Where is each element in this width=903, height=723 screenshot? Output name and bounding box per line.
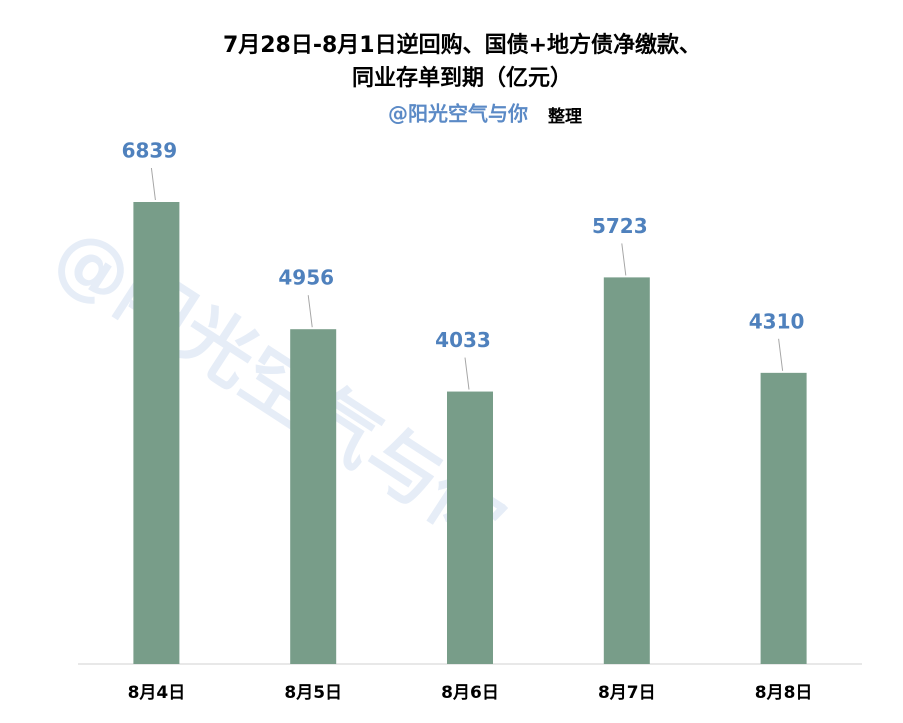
bar	[760, 372, 807, 664]
x-tick-label: 8月4日	[128, 683, 186, 703]
bar	[447, 391, 493, 664]
leader-line	[307, 295, 313, 328]
bar	[290, 329, 337, 664]
value-label: 5723	[592, 214, 648, 238]
bar	[133, 202, 180, 664]
leader-line	[621, 243, 627, 276]
value-label: 6839	[122, 139, 178, 163]
leader-line	[464, 357, 470, 390]
bar	[603, 277, 650, 664]
x-tick-label: 8月5日	[284, 683, 342, 703]
x-tick-label: 8月7日	[598, 683, 656, 703]
subtitle-note: 整理	[548, 106, 582, 127]
chart-title: 同业存单到期（亿元）	[352, 65, 572, 91]
value-label: 4310	[749, 309, 805, 333]
subtitle: @阳光空气与你	[388, 102, 528, 126]
x-tick-label: 8月6日	[441, 683, 499, 703]
x-tick-label: 8月8日	[755, 683, 813, 703]
leader-line	[150, 167, 156, 201]
value-label: 4956	[278, 266, 334, 290]
value-label: 4033	[435, 328, 491, 352]
leader-line	[778, 338, 784, 371]
chart-title: 7月28日-8月1日逆回购、国债+地方债净缴款、	[223, 32, 701, 58]
